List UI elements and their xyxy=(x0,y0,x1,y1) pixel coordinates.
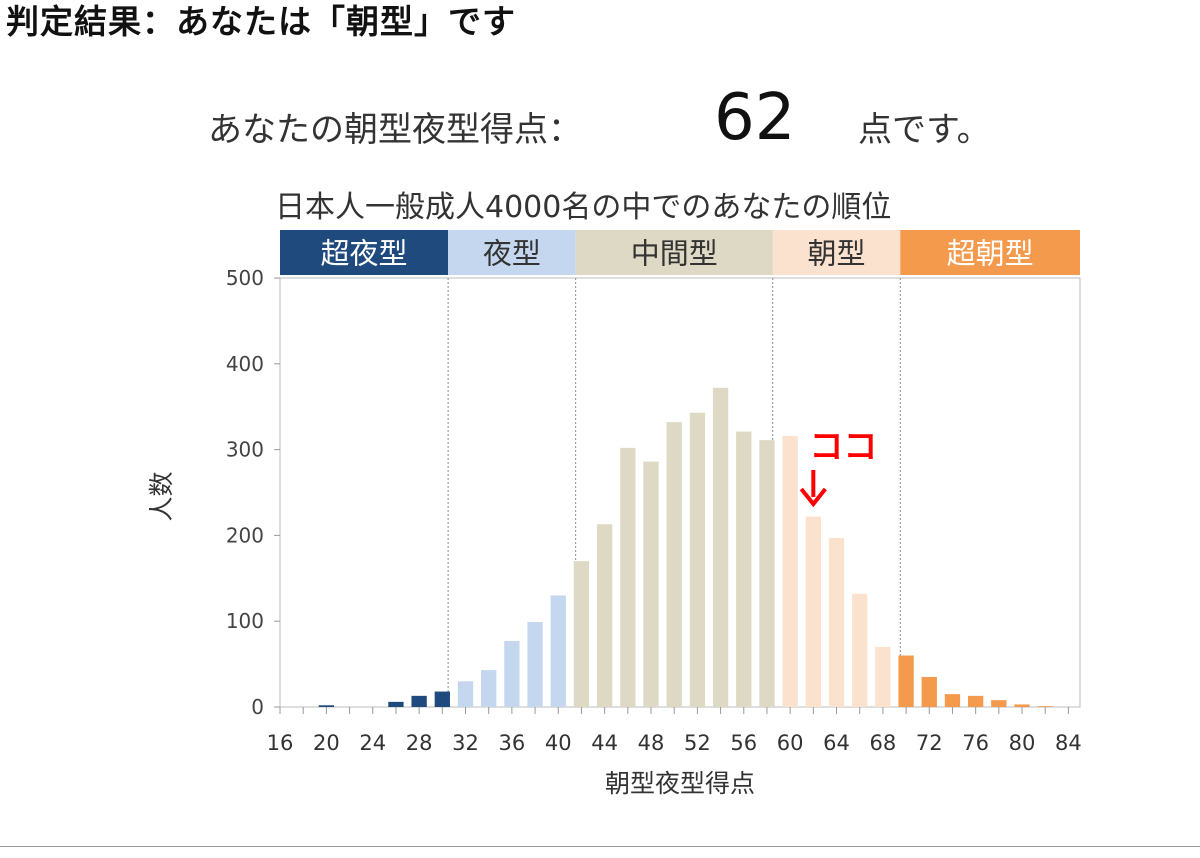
category-band xyxy=(575,230,773,275)
bar xyxy=(944,694,961,707)
x-tick-label: 20 xyxy=(313,731,340,755)
x-tick-label: 60 xyxy=(777,731,804,755)
bar xyxy=(875,646,891,707)
x-tick-label: 56 xyxy=(730,731,757,755)
bar xyxy=(828,537,845,707)
x-tick-label: 24 xyxy=(359,731,386,755)
bar xyxy=(643,461,659,707)
y-tick-label: 200 xyxy=(226,523,264,547)
category-band xyxy=(772,230,901,275)
bar xyxy=(666,422,682,707)
y-tick-label: 100 xyxy=(226,609,264,633)
x-tick-label: 16 xyxy=(267,731,294,755)
category-label: 超夜型 xyxy=(321,237,408,271)
bar xyxy=(991,700,1007,707)
page-title: 判定結果：あなたは「朝型」です xyxy=(6,2,516,41)
bar xyxy=(573,561,590,707)
bar xyxy=(434,691,450,707)
y-tick-label: 500 xyxy=(226,266,264,290)
annotation-label: ココ xyxy=(809,427,877,467)
bar xyxy=(736,431,752,707)
category-label: 夜型 xyxy=(483,237,541,271)
bar xyxy=(805,516,821,707)
bar xyxy=(852,593,868,707)
bar xyxy=(712,387,729,707)
bar xyxy=(921,676,937,707)
score-line: あなたの朝型夜型得点： 62 点です。 xyxy=(0,78,1200,158)
x-tick-label: 48 xyxy=(638,731,665,755)
score-prefix: あなたの朝型夜型得点： xyxy=(208,110,582,150)
x-tick-label: 76 xyxy=(962,731,989,755)
score-suffix: 点です。 xyxy=(858,110,991,150)
bar xyxy=(481,670,497,707)
bar xyxy=(968,695,984,707)
category-label: 中間型 xyxy=(631,237,718,271)
bar xyxy=(689,412,706,707)
bar xyxy=(1037,706,1053,707)
x-tick-label: 40 xyxy=(545,731,572,755)
y-tick-label: 400 xyxy=(226,352,264,376)
bar xyxy=(457,681,474,707)
bar xyxy=(759,440,775,707)
score-value: 62 xyxy=(714,81,796,155)
divider xyxy=(0,846,1200,847)
y-tick-label: 300 xyxy=(226,438,264,462)
category-band xyxy=(280,230,449,275)
x-tick-label: 80 xyxy=(1009,731,1036,755)
category-band xyxy=(900,230,1080,275)
bar xyxy=(782,435,798,707)
y-tick-label: 0 xyxy=(251,695,264,719)
histogram-chart: 超夜型 夜型 中間型 朝型 超朝型 0 100 200 300 400 500 16 20 24 28 32 3… xyxy=(147,230,1082,798)
x-tick-label: 72 xyxy=(916,731,943,755)
x-tick-label: 36 xyxy=(499,731,526,755)
x-tick-label: 28 xyxy=(406,731,433,755)
x-tick-label: 32 xyxy=(452,731,479,755)
category-band xyxy=(448,230,576,275)
x-tick-label: 64 xyxy=(823,731,850,755)
bar xyxy=(550,595,566,707)
x-tick-label: 68 xyxy=(870,731,897,755)
category-label: 朝型 xyxy=(808,237,866,271)
y-axis-title: 人数 xyxy=(147,471,176,521)
annotation-arrow-head xyxy=(799,487,827,508)
x-tick-label: 52 xyxy=(684,731,711,755)
x-axis-title: 朝型夜型得点 xyxy=(605,769,755,798)
bar xyxy=(504,640,520,707)
bar xyxy=(596,524,613,707)
chart-title: 日本人一般成人4000名の中でのあなたの順位 xyxy=(275,190,892,225)
bar xyxy=(411,695,427,707)
bar xyxy=(898,655,914,707)
bar xyxy=(620,447,636,707)
bar xyxy=(388,701,404,707)
x-tick-label: 84 xyxy=(1055,731,1082,755)
bar xyxy=(527,622,543,707)
bar xyxy=(1014,704,1030,707)
category-label: 超朝型 xyxy=(947,237,1034,271)
x-tick-label: 44 xyxy=(591,731,618,755)
bar xyxy=(318,705,335,707)
